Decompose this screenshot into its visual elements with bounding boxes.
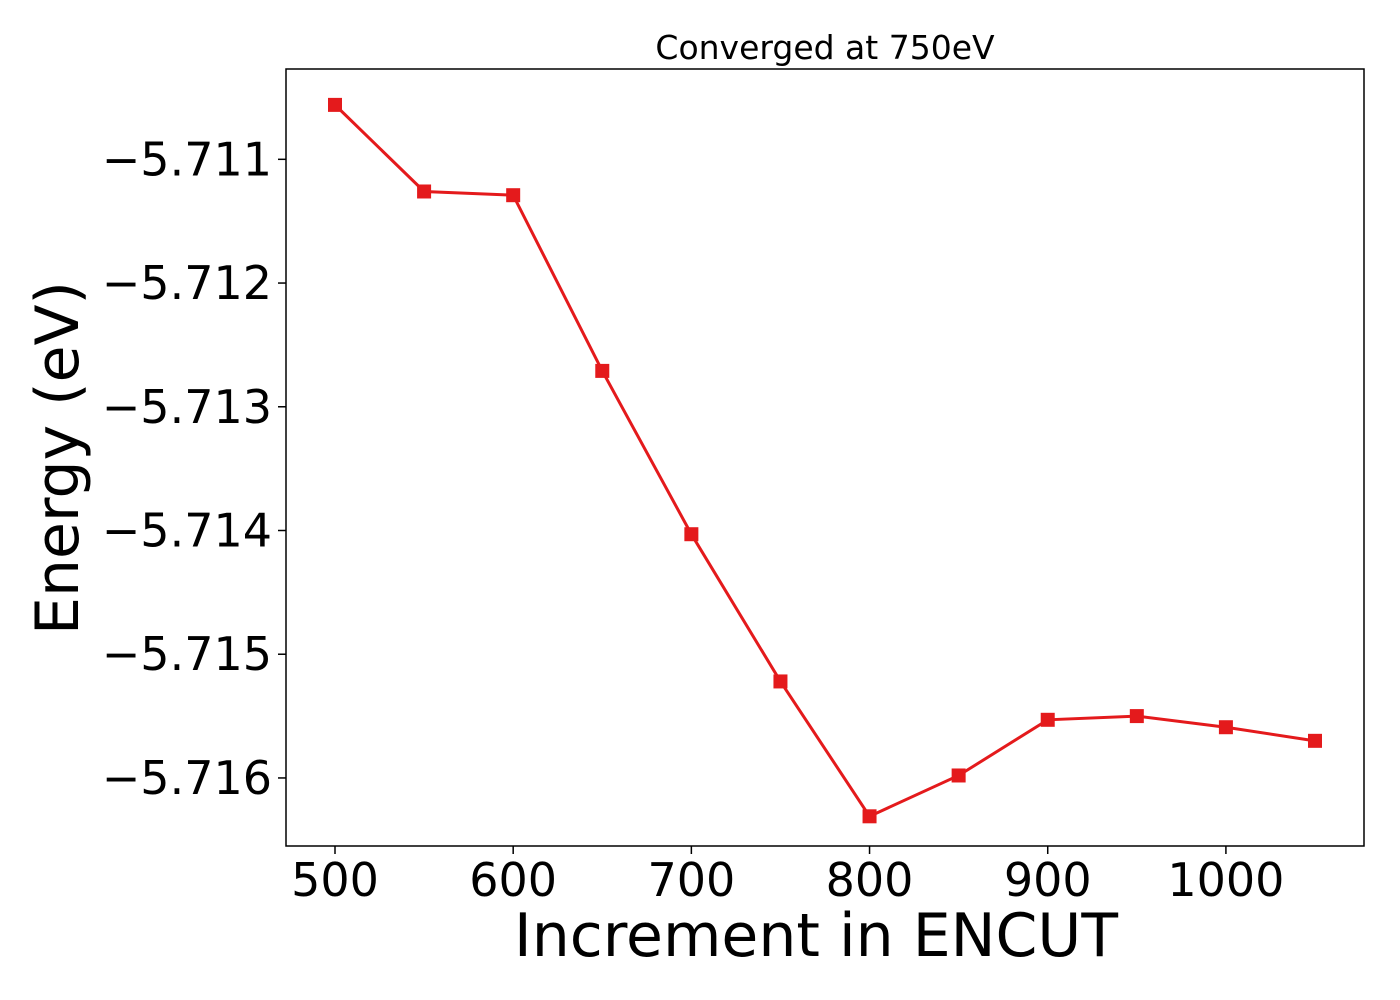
- series-layer: [328, 97, 1322, 824]
- y-tick-label: −5.714: [102, 503, 272, 557]
- data-point: [862, 809, 877, 824]
- x-tick-label: 700: [647, 853, 735, 907]
- y-tick-label: −5.716: [102, 751, 272, 805]
- data-point: [1129, 709, 1144, 724]
- x-tick-label: 800: [826, 853, 914, 907]
- x-tick-label: 1000: [1167, 853, 1284, 907]
- chart-title: Converged at 750eV: [655, 28, 995, 67]
- data-point: [951, 768, 966, 783]
- data-point: [595, 363, 610, 378]
- data-point: [1040, 712, 1055, 727]
- x-tick-label: 600: [469, 853, 557, 907]
- series-line: [333, 103, 1316, 819]
- y-tick-label: −5.712: [102, 256, 272, 310]
- data-point: [773, 674, 788, 689]
- x-tick-label: 500: [291, 853, 379, 907]
- plot-area: [285, 68, 1365, 847]
- x-tick-label: 900: [1004, 853, 1092, 907]
- data-point: [328, 97, 342, 112]
- data-point: [684, 527, 699, 542]
- x-axis-label: Increment in ENCUT: [514, 901, 1118, 971]
- y-tick-label: −5.715: [102, 627, 272, 681]
- data-point: [1218, 720, 1233, 735]
- y-tick-label: −5.711: [102, 132, 272, 186]
- data-point: [506, 188, 521, 203]
- x-axis: 500 600 700 800 900 1000: [291, 846, 1284, 907]
- y-axis: −5.711 −5.712 −5.713 −5.714 −5.715 −5.716: [102, 132, 286, 805]
- data-point: [417, 184, 432, 199]
- y-tick-label: −5.713: [102, 380, 272, 434]
- data-point: [1308, 733, 1322, 748]
- y-axis-label: Energy (eV): [23, 281, 93, 635]
